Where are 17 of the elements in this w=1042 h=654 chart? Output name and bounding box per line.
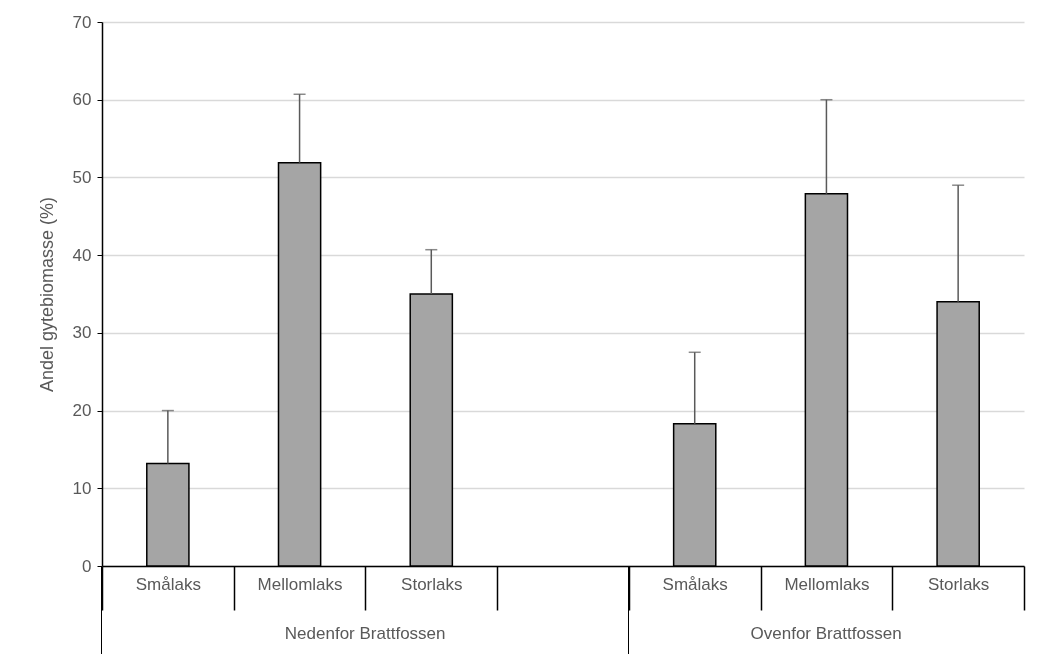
text: Ovenfor Brattfossen bbox=[750, 624, 902, 643]
text: Nedenfor Brattfossen bbox=[284, 624, 446, 643]
x-tick-label: Mellomlaks bbox=[257, 574, 343, 594]
y-axis-title: Andel gytebiomasse (%) bbox=[36, 196, 57, 393]
y-tick-label: 10 bbox=[72, 478, 92, 498]
y-tick-label: 50 bbox=[72, 167, 92, 187]
y-tick-label: 40 bbox=[72, 245, 92, 265]
y-tick-label: 70 bbox=[72, 12, 92, 32]
y-tick-label: 20 bbox=[72, 401, 92, 421]
y-tick-label: 0 bbox=[82, 556, 92, 576]
x-tick-label: Smålaks bbox=[135, 574, 201, 594]
x-tick-label: Smålaks bbox=[662, 574, 728, 594]
y-tick-label: 60 bbox=[72, 90, 92, 110]
x-tick-label: Storlaks bbox=[401, 574, 463, 594]
x-tick-label: Mellomlaks bbox=[784, 574, 870, 594]
y-tick-label: 30 bbox=[72, 323, 92, 343]
x-tick-label: Storlaks bbox=[927, 574, 990, 594]
